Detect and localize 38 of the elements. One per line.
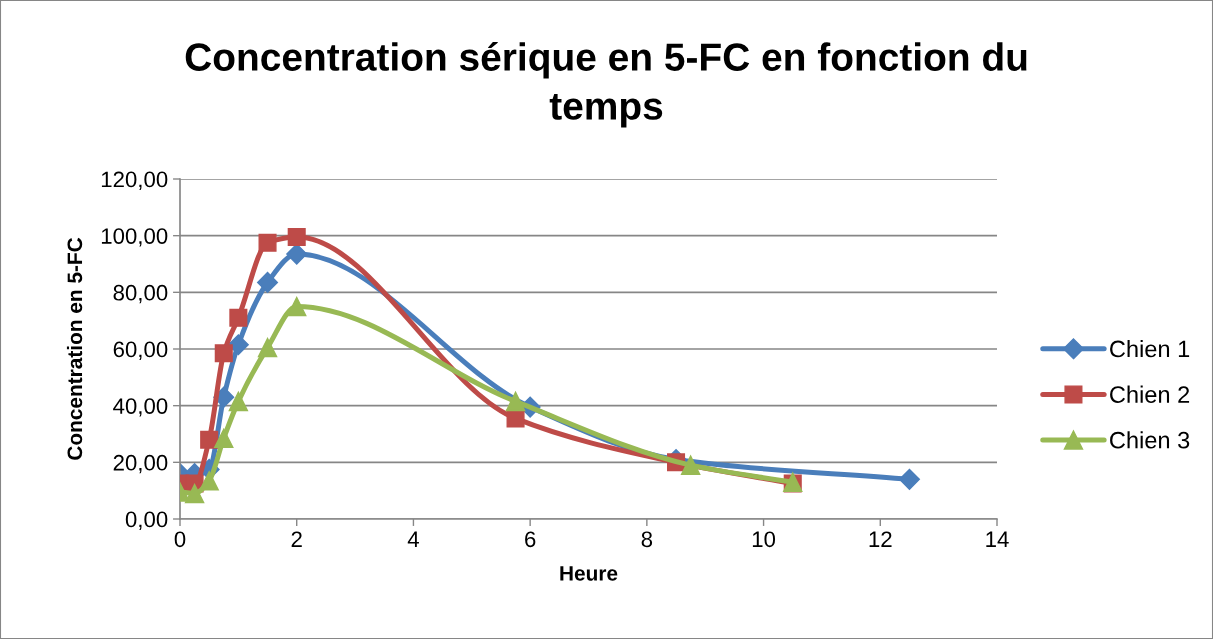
point (898, 468, 920, 490)
x-tick-label: 0 (174, 531, 186, 548)
point (505, 391, 526, 412)
point (214, 428, 234, 448)
y-tick-label: 60,00 (113, 341, 168, 360)
point (286, 296, 307, 317)
point (199, 471, 219, 491)
point (680, 455, 701, 475)
legend-label: Chien 3 (1110, 431, 1190, 449)
point (227, 334, 249, 356)
legend-label: Chien 2 (1110, 385, 1190, 403)
point (214, 344, 233, 363)
y-tick-label: 40,00 (113, 398, 168, 417)
point (257, 337, 278, 358)
x-axis-title: Heure (560, 566, 618, 581)
point (200, 430, 219, 449)
x-tick-label: 2 (291, 531, 302, 547)
legend-label: Chien 1 (1110, 339, 1190, 358)
point (257, 271, 279, 293)
y-tick-label: 20,00 (113, 454, 168, 474)
x-tick-label: 12 (869, 531, 892, 547)
chart-title: Concentration sérique en 5-FC en fonction du temps (185, 42, 1027, 128)
point (287, 228, 306, 247)
y-axis-title: Concentration en 5-FC (66, 237, 83, 460)
x-tick-label: 6 (525, 531, 536, 548)
point (229, 308, 248, 327)
x-tick-label: 4 (407, 531, 419, 547)
y-tick-label: 0,00 (125, 511, 168, 530)
x-tick-label: 8 (641, 531, 653, 548)
point (286, 243, 308, 265)
y-tick-label: 100,00 (101, 228, 168, 247)
y-tick-label: 80,00 (113, 284, 168, 304)
point (258, 233, 277, 252)
x-tick-label: 14 (986, 531, 1009, 547)
y-tick-label: 120,00 (101, 171, 168, 190)
point (228, 391, 249, 412)
x-tick-label: 10 (752, 531, 776, 548)
point (184, 483, 205, 504)
